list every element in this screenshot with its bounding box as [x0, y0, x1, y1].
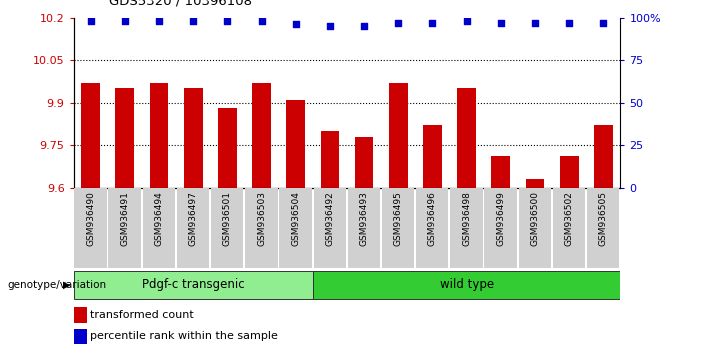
Text: transformed count: transformed count — [90, 310, 193, 320]
Text: GSM936503: GSM936503 — [257, 191, 266, 246]
Text: ▶: ▶ — [62, 280, 70, 290]
Bar — [587, 188, 620, 268]
Bar — [81, 83, 100, 188]
Point — [358, 23, 369, 29]
Point — [598, 20, 609, 25]
Bar — [382, 188, 414, 268]
Text: GSM936505: GSM936505 — [599, 191, 608, 246]
Point — [495, 20, 506, 25]
Text: genotype/variation: genotype/variation — [7, 280, 106, 290]
Bar — [457, 88, 476, 188]
Point — [564, 20, 575, 25]
Bar — [320, 131, 339, 188]
Bar — [552, 188, 585, 268]
Text: GSM936504: GSM936504 — [291, 191, 300, 246]
Bar — [389, 83, 408, 188]
Text: GSM936498: GSM936498 — [462, 191, 471, 246]
Text: GSM936495: GSM936495 — [394, 191, 403, 246]
Point — [461, 18, 472, 24]
Point — [188, 18, 199, 24]
Point — [85, 18, 96, 24]
Point — [154, 18, 165, 24]
Bar — [74, 307, 87, 323]
Bar — [245, 188, 278, 268]
Text: Pdgf-c transgenic: Pdgf-c transgenic — [142, 279, 245, 291]
Bar — [177, 188, 210, 268]
Text: GSM936493: GSM936493 — [360, 191, 369, 246]
Bar — [211, 188, 243, 268]
Text: GSM936501: GSM936501 — [223, 191, 232, 246]
Bar — [74, 271, 313, 299]
Bar — [116, 88, 135, 188]
Bar — [355, 137, 374, 188]
Bar — [218, 108, 237, 188]
Bar — [286, 100, 305, 188]
Bar — [252, 83, 271, 188]
Bar — [423, 125, 442, 188]
Bar — [594, 125, 613, 188]
Bar — [74, 188, 107, 268]
Text: GSM936494: GSM936494 — [154, 191, 163, 246]
Point — [222, 18, 233, 24]
Point — [119, 18, 130, 24]
Bar — [484, 188, 517, 268]
Bar — [313, 271, 620, 299]
Bar — [491, 156, 510, 188]
Bar — [149, 83, 168, 188]
Bar — [109, 188, 141, 268]
Text: GSM936500: GSM936500 — [531, 191, 540, 246]
Text: GSM936499: GSM936499 — [496, 191, 505, 246]
Point — [290, 22, 301, 27]
Text: GSM936497: GSM936497 — [189, 191, 198, 246]
Text: GDS5320 / 10396108: GDS5320 / 10396108 — [109, 0, 252, 7]
Bar — [313, 188, 346, 268]
Bar — [184, 88, 203, 188]
Bar — [74, 329, 87, 344]
Text: wild type: wild type — [440, 279, 494, 291]
Bar — [348, 188, 380, 268]
Text: GSM936490: GSM936490 — [86, 191, 95, 246]
Bar — [416, 188, 449, 268]
Point — [529, 20, 540, 25]
Point — [427, 20, 438, 25]
Bar — [526, 179, 545, 188]
Bar — [279, 188, 312, 268]
Text: GSM936491: GSM936491 — [121, 191, 130, 246]
Bar — [519, 188, 551, 268]
Bar — [142, 188, 175, 268]
Point — [325, 23, 336, 29]
Text: GSM936502: GSM936502 — [564, 191, 573, 246]
Text: GSM936492: GSM936492 — [325, 191, 334, 246]
Text: percentile rank within the sample: percentile rank within the sample — [90, 331, 278, 342]
Point — [256, 18, 267, 24]
Point — [393, 20, 404, 25]
Bar — [450, 188, 483, 268]
Text: GSM936496: GSM936496 — [428, 191, 437, 246]
Bar — [559, 156, 578, 188]
